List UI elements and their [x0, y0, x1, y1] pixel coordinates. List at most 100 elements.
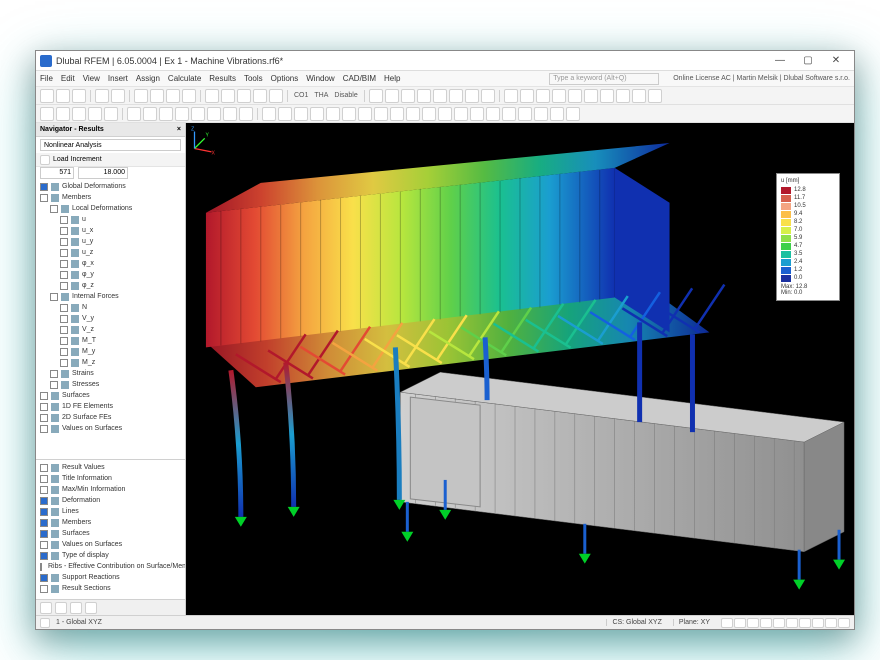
checkbox-icon[interactable]: [40, 574, 48, 582]
tool-icon[interactable]: [481, 89, 495, 103]
checkbox-icon[interactable]: [60, 315, 68, 323]
tool-cut-icon[interactable]: [150, 89, 164, 103]
tree-item[interactable]: φ_z: [38, 280, 183, 291]
result-option[interactable]: Type of display: [38, 550, 183, 561]
tool-icon[interactable]: [550, 107, 564, 121]
tool-icon[interactable]: [159, 107, 173, 121]
menu-item[interactable]: Tools: [244, 74, 263, 83]
status-btn-icon[interactable]: [721, 618, 733, 628]
nav-tab-icon[interactable]: [70, 602, 82, 614]
status-tool-icon[interactable]: [40, 618, 50, 628]
tool-icon[interactable]: [223, 107, 237, 121]
tree-item[interactable]: M_y: [38, 346, 183, 357]
analysis-combo[interactable]: Nonlinear Analysis: [40, 139, 181, 151]
checkbox-icon[interactable]: [50, 205, 58, 213]
result-option[interactable]: Title Information: [38, 473, 183, 484]
checkbox-icon[interactable]: [60, 304, 68, 312]
result-option[interactable]: Ribs - Effective Contribution on Surface…: [38, 561, 183, 572]
checkbox-icon[interactable]: [40, 508, 48, 516]
checkbox-icon[interactable]: [60, 337, 68, 345]
tool-icon[interactable]: [648, 89, 662, 103]
tool-icon[interactable]: [40, 107, 54, 121]
checkbox-icon[interactable]: [40, 585, 48, 593]
result-option[interactable]: Result Sections: [38, 583, 183, 594]
checkbox-icon[interactable]: [40, 541, 48, 549]
tree-item[interactable]: u_z: [38, 247, 183, 258]
tree-item[interactable]: Members: [38, 192, 183, 203]
checkbox-icon[interactable]: [40, 519, 48, 527]
menu-item[interactable]: Calculate: [168, 74, 201, 83]
tree-item[interactable]: M_T: [38, 335, 183, 346]
tool-save-icon[interactable]: [72, 89, 86, 103]
tool-icon[interactable]: [269, 89, 283, 103]
tool- icon[interactable]: [342, 107, 356, 121]
status-btn-icon[interactable]: [838, 618, 850, 628]
tool-icon[interactable]: [470, 107, 484, 121]
menu-item[interactable]: Results: [209, 74, 236, 83]
tool-icon[interactable]: [294, 107, 308, 121]
tool-icon[interactable]: [438, 107, 452, 121]
result-option[interactable]: Support Reactions: [38, 572, 183, 583]
tree-item[interactable]: u: [38, 214, 183, 225]
result-option[interactable]: Result Values: [38, 462, 183, 473]
checkbox-icon[interactable]: [40, 392, 48, 400]
tool-icon[interactable]: [88, 107, 102, 121]
menu-item[interactable]: Options: [271, 74, 299, 83]
checkbox-icon[interactable]: [40, 552, 48, 560]
combo-disable[interactable]: Disable: [332, 92, 359, 99]
maximize-button[interactable]: ▢: [794, 53, 822, 69]
status-btn-icon[interactable]: [786, 618, 798, 628]
nav-tool-icon[interactable]: [40, 155, 50, 165]
status-btn-icon[interactable]: [760, 618, 772, 628]
navigator-header[interactable]: Navigator - Results ×: [36, 123, 185, 137]
tool-icon[interactable]: [175, 107, 189, 121]
tool-icon[interactable]: [552, 89, 566, 103]
tool-icon[interactable]: [237, 89, 251, 103]
tool-icon[interactable]: [504, 89, 518, 103]
nav-tab-icon[interactable]: [40, 602, 52, 614]
combo-loadcase[interactable]: CO1: [292, 92, 310, 99]
tool-icon[interactable]: [207, 107, 221, 121]
checkbox-icon[interactable]: [60, 249, 68, 257]
tool-icon[interactable]: [104, 107, 118, 121]
result-option[interactable]: Lines: [38, 506, 183, 517]
checkbox-icon[interactable]: [60, 326, 68, 334]
menu-item[interactable]: CAD/BIM: [343, 74, 376, 83]
step-index[interactable]: 571: [40, 167, 74, 179]
menu-item[interactable]: Help: [384, 74, 400, 83]
tool-icon[interactable]: [369, 89, 383, 103]
tool-icon[interactable]: [401, 89, 415, 103]
checkbox-icon[interactable]: [50, 381, 58, 389]
checkbox-icon[interactable]: [40, 464, 48, 472]
tool-icon[interactable]: [600, 89, 614, 103]
tree-item[interactable]: Global Deformations: [38, 181, 183, 192]
checkbox-icon[interactable]: [40, 497, 48, 505]
tool-icon[interactable]: [566, 107, 580, 121]
tree-item[interactable]: u_x: [38, 225, 183, 236]
tool-icon[interactable]: [221, 89, 235, 103]
tool-icon[interactable]: [253, 89, 267, 103]
tool-icon[interactable]: [385, 89, 399, 103]
checkbox-icon[interactable]: [50, 293, 58, 301]
checkbox-icon[interactable]: [40, 194, 48, 202]
tool-icon[interactable]: [632, 89, 646, 103]
tool-icon[interactable]: [239, 107, 253, 121]
status-btn-icon[interactable]: [734, 618, 746, 628]
tree-item[interactable]: N: [38, 302, 183, 313]
tool-icon[interactable]: [584, 89, 598, 103]
menu-item[interactable]: Window: [306, 74, 334, 83]
menu-item[interactable]: Assign: [136, 74, 160, 83]
result-option[interactable]: Values on Surfaces: [38, 539, 183, 550]
tool-icon[interactable]: [278, 107, 292, 121]
result-option[interactable]: Members: [38, 517, 183, 528]
tree-item[interactable]: M_z: [38, 357, 183, 368]
tool-redo-icon[interactable]: [111, 89, 125, 103]
checkbox-icon[interactable]: [60, 216, 68, 224]
menu-item[interactable]: Edit: [61, 74, 75, 83]
checkbox-icon[interactable]: [60, 238, 68, 246]
nav-tab-icon[interactable]: [55, 602, 67, 614]
checkbox-icon[interactable]: [60, 348, 68, 356]
tool-icon[interactable]: [262, 107, 276, 121]
status-btn-icon[interactable]: [773, 618, 785, 628]
checkbox-icon[interactable]: [60, 227, 68, 235]
